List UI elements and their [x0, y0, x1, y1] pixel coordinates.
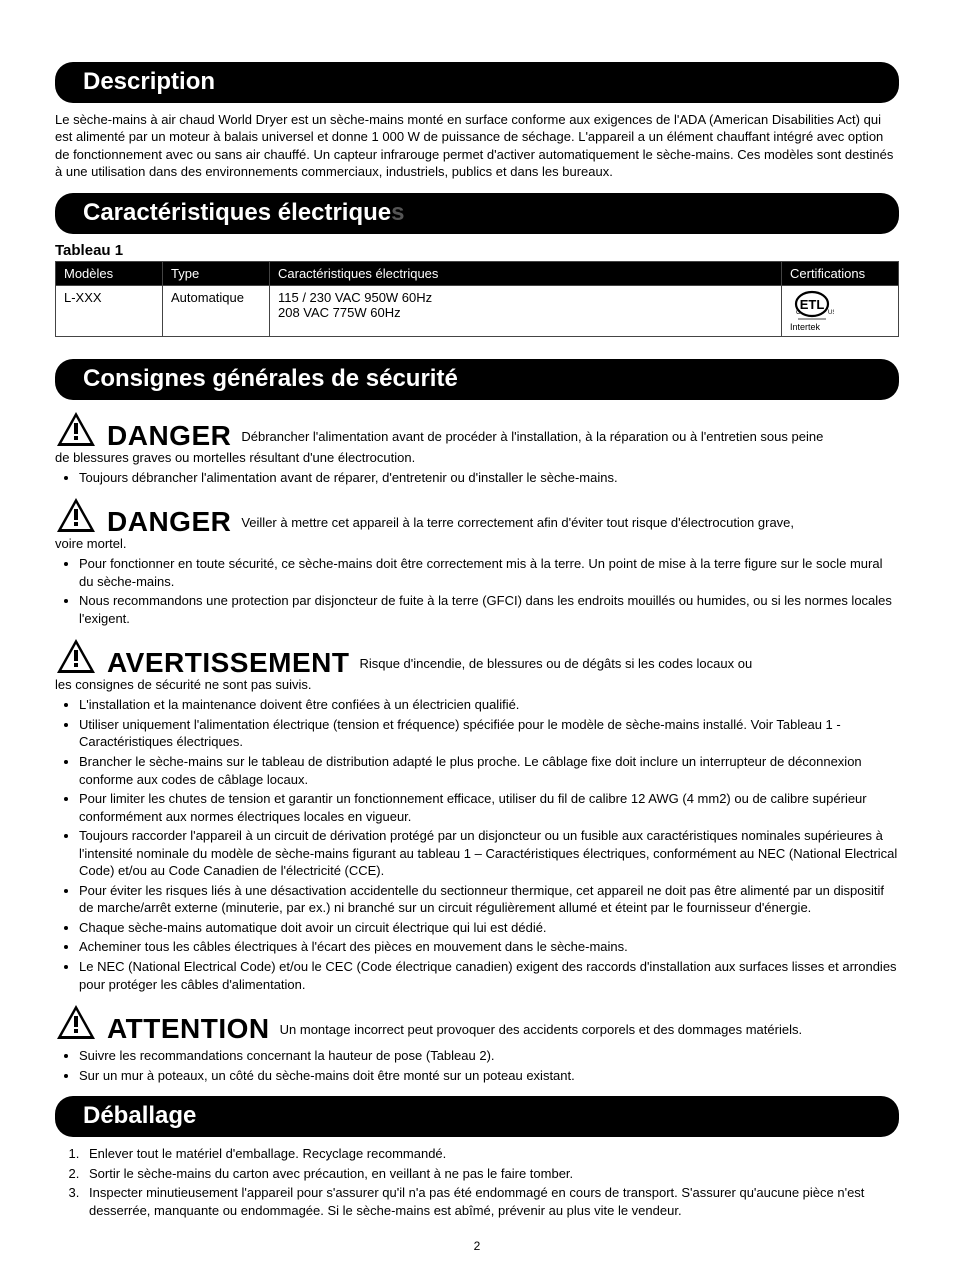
danger-block-2: DANGER Veiller à mettre cet appareil à l… — [55, 496, 899, 627]
list-item: Le NEC (National Electrical Code) et/ou … — [79, 958, 899, 993]
warning-cont: les consignes de sécurité ne sont pas su… — [55, 677, 899, 692]
table-row: L-XXX Automatique 115 / 230 VAC 950W 60H… — [56, 285, 899, 336]
danger1-bullets: Toujours débrancher l'alimentation avant… — [55, 469, 899, 487]
cell-cert: ETL C US Intertek — [782, 285, 899, 336]
section-header-description: Description — [55, 62, 899, 103]
list-item: Chaque sèche-mains automatique doit avoi… — [79, 919, 899, 937]
unpacking-steps: Enlever tout le matériel d'emballage. Re… — [55, 1145, 899, 1219]
warning-bullets: L'installation et la maintenance doivent… — [55, 696, 899, 993]
spec-line1: 115 / 230 VAC 950W 60Hz — [278, 290, 773, 305]
list-item: Sortir le sèche-mains du carton avec pré… — [83, 1165, 899, 1183]
warning-triangle-icon — [55, 496, 97, 534]
spec-line2: 208 VAC 775W 60Hz — [278, 305, 773, 320]
col-models: Modèles — [56, 261, 163, 285]
col-type: Type — [163, 261, 270, 285]
svg-text:C: C — [796, 310, 801, 316]
warning-triangle-icon — [55, 1003, 97, 1041]
danger-block-1: DANGER Débrancher l'alimentation avant d… — [55, 410, 899, 487]
list-item: Sur un mur à poteaux, un côté du sèche-m… — [79, 1067, 899, 1085]
electrical-title-trail: s — [391, 199, 404, 226]
section-header-electrical: Caractéristiques électriques — [55, 193, 899, 234]
attention-tail: Un montage incorrect peut provoquer des … — [280, 1022, 899, 1039]
danger-cont: voire mortel. — [55, 536, 899, 551]
list-item: Suivre les recommandations concernant la… — [79, 1047, 899, 1065]
page-number: 2 — [55, 1239, 899, 1253]
danger2-bullets: Pour fonctionner en toute sécurité, ce s… — [55, 555, 899, 627]
intertek-logo-icon: ETL C US — [790, 290, 834, 326]
cell-type: Automatique — [163, 285, 270, 336]
list-item: Brancher le sèche-mains sur le tableau d… — [79, 753, 899, 788]
col-cert: Certifications — [782, 261, 899, 285]
attention-block: ATTENTION Un montage incorrect peut prov… — [55, 1003, 899, 1084]
warning-triangle-icon — [55, 410, 97, 448]
list-item: Utiliser uniquement l'alimentation élect… — [79, 716, 899, 751]
list-item: Nous recommandons une protection par dis… — [79, 592, 899, 627]
list-item: Toujours raccorder l'appareil à un circu… — [79, 827, 899, 880]
danger-label: DANGER — [107, 422, 231, 450]
svg-text:US: US — [828, 310, 834, 316]
description-body: Le sèche-mains à air chaud World Dryer e… — [55, 111, 899, 181]
list-item: Pour limiter les chutes de tension et ga… — [79, 790, 899, 825]
danger-label: DANGER — [107, 508, 231, 536]
list-item: Enlever tout le matériel d'emballage. Re… — [83, 1145, 899, 1163]
list-item: Acheminer tous les câbles électriques à … — [79, 938, 899, 956]
list-item: L'installation et la maintenance doivent… — [79, 696, 899, 714]
attention-bullets: Suivre les recommandations concernant la… — [55, 1047, 899, 1084]
cert-label: Intertek — [790, 322, 890, 332]
warning-block: AVERTISSEMENT Risque d'incendie, de bles… — [55, 637, 899, 993]
list-item: Toujours débrancher l'alimentation avant… — [79, 469, 899, 487]
warning-label: AVERTISSEMENT — [107, 649, 349, 677]
danger-cont: de blessures graves ou mortelles résulta… — [55, 450, 899, 465]
list-item: Inspecter minutieusement l'appareil pour… — [83, 1184, 899, 1219]
danger-tail: Débrancher l'alimentation avant de procé… — [241, 429, 899, 446]
electrical-title-main: Caractéristiques électrique — [83, 199, 391, 226]
list-item: Pour éviter les risques liés à une désac… — [79, 882, 899, 917]
attention-label: ATTENTION — [107, 1015, 270, 1043]
danger-tail: Veiller à mettre cet appareil à la terre… — [241, 515, 899, 532]
svg-text:ETL: ETL — [800, 297, 825, 312]
col-spec: Caractéristiques électriques — [270, 261, 782, 285]
electrical-table: Modèles Type Caractéristiques électrique… — [55, 261, 899, 337]
warning-triangle-icon — [55, 637, 97, 675]
table-caption: Tableau 1 — [55, 242, 899, 259]
cell-model: L-XXX — [56, 285, 163, 336]
section-header-unpacking: Déballage — [55, 1096, 899, 1137]
list-item: Pour fonctionner en toute sécurité, ce s… — [79, 555, 899, 590]
cell-spec: 115 / 230 VAC 950W 60Hz 208 VAC 775W 60H… — [270, 285, 782, 336]
section-header-safety: Consignes générales de sécurité — [55, 359, 899, 400]
warning-tail: Risque d'incendie, de blessures ou de dé… — [359, 656, 899, 673]
